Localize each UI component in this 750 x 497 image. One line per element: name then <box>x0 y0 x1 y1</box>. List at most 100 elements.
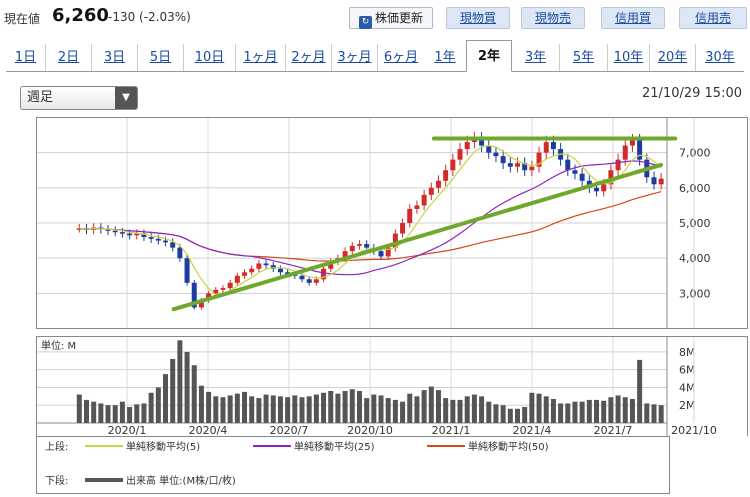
tab-1m[interactable]: 1ヶ月 <box>236 44 286 71</box>
ma25-line <box>79 160 662 276</box>
volume-bar <box>249 396 255 423</box>
volume-bar <box>242 391 248 423</box>
tab-1d[interactable]: 1日 <box>6 44 46 71</box>
candle-body <box>529 166 535 171</box>
tab-2d[interactable]: 2日 <box>46 44 92 71</box>
volume-bar <box>601 400 607 423</box>
volume-bar <box>579 401 585 423</box>
volume-bar <box>637 359 643 423</box>
volume-bar <box>127 407 133 423</box>
tab-5d[interactable]: 5日 <box>138 44 184 71</box>
volume-bar <box>270 395 276 423</box>
tab-3y[interactable]: 3年 <box>512 44 560 71</box>
candle-body <box>249 268 255 273</box>
margin-sell-button[interactable]: 信用売 <box>679 7 747 29</box>
candle-body <box>342 251 348 259</box>
volume-bar <box>76 394 82 423</box>
volume-bar <box>615 395 621 423</box>
volume-bar <box>177 340 183 423</box>
candle-body <box>270 265 276 269</box>
volume-bar <box>328 391 334 423</box>
tab-2m[interactable]: 2ヶ月 <box>286 44 332 71</box>
candle-body <box>328 261 334 269</box>
tab-2y[interactable]: 2年 <box>466 40 512 72</box>
volume-bar <box>321 392 327 423</box>
candle-body <box>285 272 291 275</box>
refresh-price-button[interactable]: ↻ 株価更新 <box>349 7 433 29</box>
interval-select[interactable]: 週足 ▼ <box>20 86 138 110</box>
volume-bar <box>658 405 664 423</box>
candle-body <box>263 263 269 266</box>
price-tick-label: 3,000 <box>679 287 711 300</box>
tab-5y[interactable]: 5年 <box>560 44 608 71</box>
candle-body <box>522 163 528 171</box>
volume-bar <box>550 399 556 423</box>
chart-timestamp: 21/10/29 15:00 <box>642 86 742 101</box>
x-tick-label: 2021/1 <box>432 424 471 436</box>
legend-ma5: 単純移動平均(5) <box>85 441 200 455</box>
volume-bar <box>622 397 628 423</box>
tab-6m[interactable]: 6ヶ月 <box>383 50 419 65</box>
price-tick-label: 4,000 <box>679 252 711 265</box>
tab-1y[interactable]: 1年 <box>434 50 456 65</box>
chart-legend: 上段: 単純移動平均(5) 単純移動平均(25) 単純移動平均(50) 下段: … <box>36 436 670 494</box>
volume-bar <box>515 408 521 423</box>
volume-tick-label: 2M <box>679 399 696 412</box>
candle-body <box>392 233 398 248</box>
candle-body <box>119 232 125 234</box>
tab-10y[interactable]: 10年 <box>608 44 650 71</box>
volume-bar <box>536 393 542 423</box>
volume-bar <box>392 399 398 423</box>
price-chart: 7,000 6,000 5,000 4,000 3,000 <box>37 118 711 328</box>
candle-body <box>507 163 513 167</box>
period-tabs: 1日 2日 3日 5日 10日 1ヶ月 2ヶ月 3ヶ月 6ヶ月 1年 2年 3年… <box>6 40 744 72</box>
tab-3d[interactable]: 3日 <box>92 44 138 71</box>
ma25-swatch <box>253 445 291 447</box>
candle-body <box>321 268 327 280</box>
candle-body <box>407 208 413 223</box>
candle-body <box>400 223 406 234</box>
candle-body <box>356 244 362 246</box>
ma5-line <box>79 144 662 297</box>
candle-body <box>594 187 600 192</box>
candle-body <box>385 247 391 257</box>
candle-body <box>313 279 319 283</box>
tab-30y[interactable]: 30年 <box>705 50 735 65</box>
volume-bar <box>400 401 406 423</box>
x-tick-label: 2020/4 <box>189 424 228 436</box>
volume-bar <box>651 404 657 423</box>
tab-20y[interactable]: 20年 <box>650 44 696 71</box>
candle-body <box>220 288 226 290</box>
candle-body <box>421 194 427 206</box>
margin-buy-button[interactable]: 信用買 <box>601 7 665 29</box>
volume-bar <box>371 394 377 423</box>
candle-body <box>112 230 118 233</box>
volume-bar <box>414 396 420 423</box>
volume-tick-label: 6M <box>679 364 696 377</box>
x-tick-label: 2021/7 <box>594 424 633 436</box>
price-tick-label: 7,000 <box>679 147 711 160</box>
volume-bar <box>356 391 362 423</box>
tab-10d[interactable]: 10日 <box>184 44 236 71</box>
x-tick-label: 2020/1 <box>108 424 147 436</box>
candle-body <box>658 178 664 185</box>
price-label: 現在値 <box>4 12 41 26</box>
quote-header: 現在値 6,260 -130 (-2.03%) ↻ 株価更新 現物買 現物売 信用… <box>0 0 750 34</box>
cash-sell-button[interactable]: 現物売 <box>521 7 585 29</box>
volume-bar <box>163 374 169 423</box>
candle-body <box>141 233 147 238</box>
tab-3m[interactable]: 3ヶ月 <box>332 44 378 71</box>
candle-body <box>191 282 197 308</box>
volume-bar <box>83 399 89 423</box>
volume-bar <box>213 396 219 423</box>
price-tick-label: 5,000 <box>679 217 711 230</box>
volume-chart: 8M 6M 4M 2M 単位: M 2020/1 2020/4 2020/7 2020/10 20… <box>37 337 717 437</box>
candle-body <box>378 251 384 257</box>
candle-body <box>615 159 621 171</box>
candle-body <box>543 142 549 153</box>
candle-body <box>349 245 355 252</box>
volume-bar <box>134 404 140 423</box>
cash-buy-button[interactable]: 現物買 <box>446 7 510 29</box>
volume-bar <box>586 399 592 423</box>
